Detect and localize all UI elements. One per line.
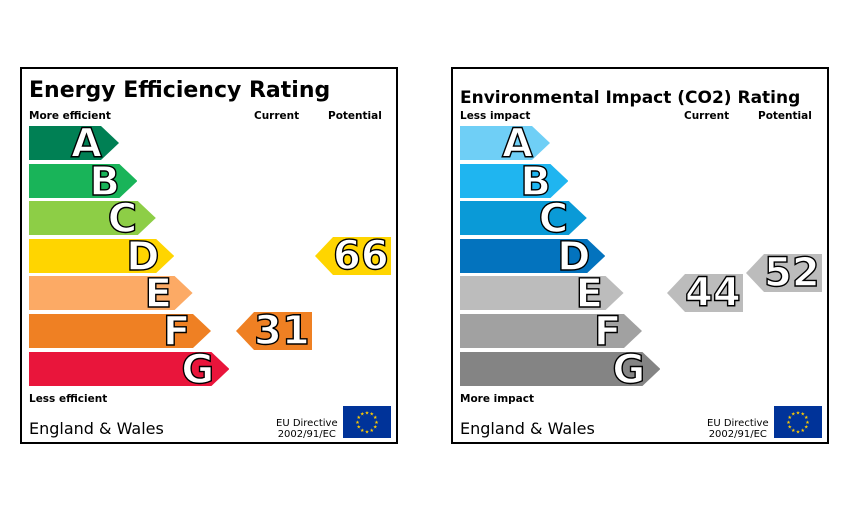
svg-text:★: ★ <box>373 415 378 421</box>
band-letter-a: A <box>501 121 533 167</box>
band-letter-c: C <box>107 196 138 243</box>
svg-text:★: ★ <box>804 415 809 421</box>
svg-text:★: ★ <box>786 420 791 426</box>
region-label: England & Wales <box>460 419 595 438</box>
top-scale-label: More efficient <box>29 110 111 122</box>
svg-text:★: ★ <box>365 410 370 416</box>
potential-column-header: Potential <box>758 110 812 122</box>
band-letter-g: G <box>181 346 215 393</box>
potential-rating-value: 52 <box>763 250 820 297</box>
bottom-scale-label: More impact <box>460 393 535 405</box>
band-letter-a: A <box>70 121 102 167</box>
band-letter-f: F <box>162 309 191 355</box>
eu-directive-text: EU Directive 2002/91/EC <box>707 418 769 440</box>
svg-text:★: ★ <box>804 425 809 431</box>
band-letter-d: D <box>125 233 160 280</box>
svg-text:★: ★ <box>796 429 801 435</box>
band-letter-f: F <box>593 309 622 355</box>
svg-text:★: ★ <box>801 412 806 418</box>
svg-text:★: ★ <box>791 428 796 434</box>
potential-column-header: Potential <box>328 110 382 122</box>
band-d <box>29 238 175 273</box>
current-rating-value: 31 <box>253 308 310 354</box>
svg-text:★: ★ <box>796 410 801 416</box>
band-d <box>460 238 606 273</box>
current-rating-arrow <box>667 274 743 313</box>
band-f <box>29 314 211 348</box>
svg-text:★: ★ <box>805 420 810 426</box>
svg-text:★: ★ <box>360 428 365 434</box>
current-column-header: Current <box>684 110 730 122</box>
svg-text:★: ★ <box>365 429 370 435</box>
band-letter-c: C <box>538 196 569 243</box>
svg-text:★: ★ <box>791 412 796 418</box>
band-g <box>29 351 230 386</box>
svg-text:★: ★ <box>355 420 360 426</box>
band-c <box>460 201 587 236</box>
band-letter-e: E <box>144 271 173 318</box>
current-column-header: Current <box>254 110 300 122</box>
current-rating-value: 44 <box>684 270 741 317</box>
svg-text:★: ★ <box>370 428 375 434</box>
potential-rating-arrow <box>746 254 822 293</box>
bottom-scale-label: Less efficient <box>29 393 108 405</box>
svg-text:★: ★ <box>373 425 378 431</box>
band-b <box>460 163 569 198</box>
band-c <box>29 201 156 236</box>
current-rating-arrow <box>236 312 312 350</box>
band-g <box>460 351 661 386</box>
svg-text:★: ★ <box>357 425 362 431</box>
svg-text:★: ★ <box>374 420 379 426</box>
environmental-impact-panel: Environmental Impact (CO2) Rating Less i… <box>451 67 829 444</box>
top-scale-label: Less impact <box>460 110 531 122</box>
band-a <box>29 126 119 160</box>
panel-title: Energy Efficiency Rating <box>29 78 331 103</box>
energy-efficiency-panel: Energy Efficiency Rating More efficient … <box>20 67 398 444</box>
potential-rating-value: 66 <box>332 232 389 279</box>
svg-text:★: ★ <box>370 412 375 418</box>
eu-flag-icon: ★★★★★★★★★ ★ ★★ <box>774 406 822 438</box>
panel-title: Environmental Impact (CO2) Rating <box>460 88 801 108</box>
svg-text:★: ★ <box>801 428 806 434</box>
svg-text:★: ★ <box>360 412 365 418</box>
svg-text:★: ★ <box>788 425 793 431</box>
band-letter-e: E <box>575 271 604 318</box>
band-letter-b: B <box>520 158 552 205</box>
eu-directive-text: EU Directive 2002/91/EC <box>276 418 338 440</box>
band-f <box>460 314 642 348</box>
band-e <box>29 276 193 311</box>
band-e <box>460 276 624 311</box>
svg-text:★: ★ <box>357 415 362 421</box>
svg-text:★: ★ <box>788 415 793 421</box>
band-a <box>460 126 550 160</box>
band-b <box>29 163 138 198</box>
band-letter-d: D <box>556 233 591 280</box>
eu-flag-icon: ★★★★★★★★★ ★ ★★ <box>343 406 391 438</box>
band-letter-g: G <box>612 346 646 393</box>
region-label: England & Wales <box>29 419 164 438</box>
potential-rating-arrow <box>315 236 391 275</box>
band-letter-b: B <box>89 158 121 205</box>
